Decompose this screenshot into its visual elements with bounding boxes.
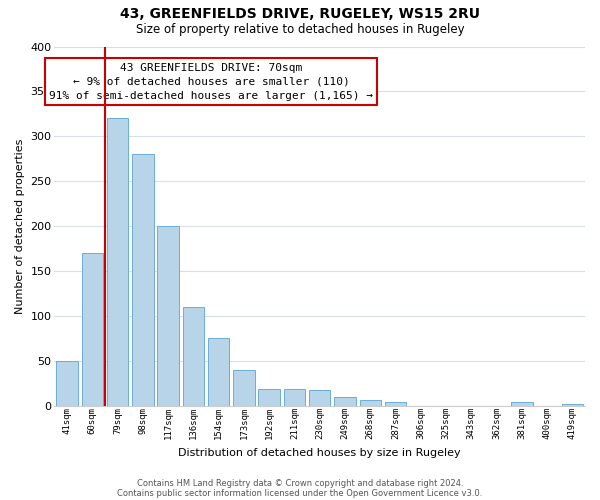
Y-axis label: Number of detached properties: Number of detached properties xyxy=(15,138,25,314)
Text: 43, GREENFIELDS DRIVE, RUGELEY, WS15 2RU: 43, GREENFIELDS DRIVE, RUGELEY, WS15 2RU xyxy=(120,8,480,22)
Text: Contains HM Land Registry data © Crown copyright and database right 2024.: Contains HM Land Registry data © Crown c… xyxy=(137,478,463,488)
Bar xyxy=(309,390,331,406)
Bar xyxy=(82,253,103,406)
Bar xyxy=(385,402,406,406)
Bar xyxy=(233,370,254,406)
Text: Contains public sector information licensed under the Open Government Licence v3: Contains public sector information licen… xyxy=(118,488,482,498)
Text: 43 GREENFIELDS DRIVE: 70sqm
← 9% of detached houses are smaller (110)
91% of sem: 43 GREENFIELDS DRIVE: 70sqm ← 9% of deta… xyxy=(49,62,373,100)
Bar xyxy=(107,118,128,406)
Bar xyxy=(132,154,154,406)
Bar xyxy=(511,402,533,406)
Bar xyxy=(208,338,229,406)
Bar xyxy=(284,390,305,406)
Bar xyxy=(157,226,179,406)
Bar xyxy=(334,396,356,406)
Bar xyxy=(359,400,381,406)
X-axis label: Distribution of detached houses by size in Rugeley: Distribution of detached houses by size … xyxy=(178,448,461,458)
Text: Size of property relative to detached houses in Rugeley: Size of property relative to detached ho… xyxy=(136,22,464,36)
Bar xyxy=(259,390,280,406)
Bar xyxy=(562,404,583,406)
Bar xyxy=(182,307,204,406)
Bar xyxy=(56,360,78,406)
